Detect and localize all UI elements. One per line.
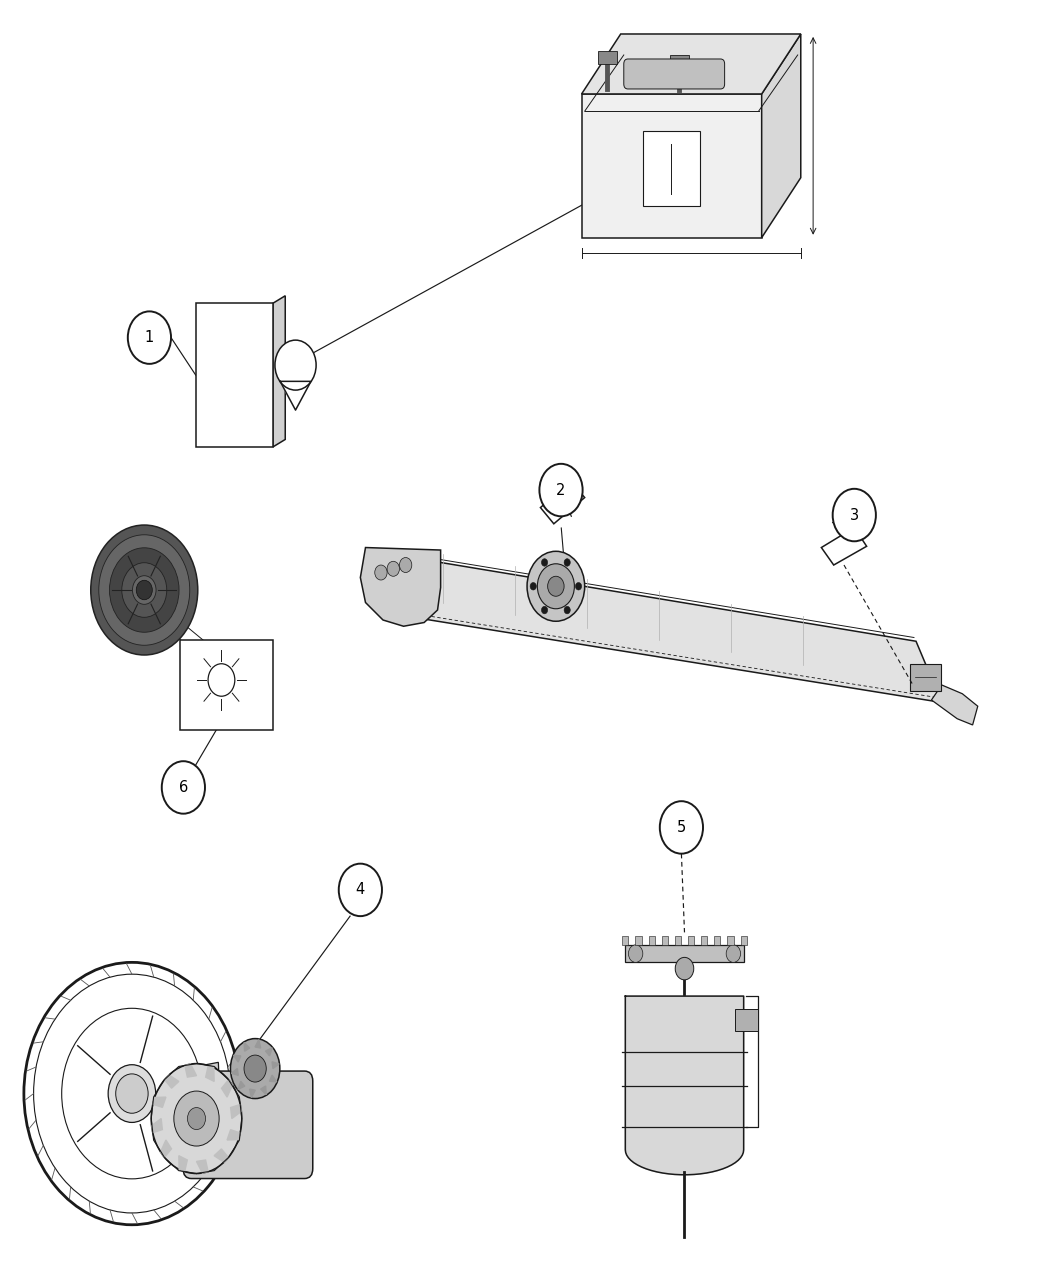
Circle shape	[530, 583, 537, 590]
Polygon shape	[541, 482, 585, 524]
Circle shape	[727, 945, 740, 963]
Polygon shape	[270, 1075, 277, 1082]
Bar	[735, 1009, 758, 1031]
Bar	[598, 51, 616, 64]
Circle shape	[90, 525, 197, 655]
Polygon shape	[238, 1081, 245, 1089]
FancyBboxPatch shape	[624, 59, 724, 89]
Polygon shape	[250, 1089, 255, 1098]
Polygon shape	[227, 1130, 240, 1140]
Bar	[635, 936, 642, 945]
Polygon shape	[151, 1118, 163, 1132]
Circle shape	[628, 945, 643, 963]
Polygon shape	[626, 996, 743, 1174]
Circle shape	[62, 1009, 203, 1179]
Circle shape	[548, 576, 564, 597]
Circle shape	[230, 1039, 280, 1099]
FancyBboxPatch shape	[183, 1071, 313, 1178]
Bar	[670, 55, 689, 68]
Bar	[649, 936, 655, 945]
Circle shape	[538, 564, 574, 608]
Polygon shape	[280, 381, 311, 411]
Circle shape	[527, 551, 585, 621]
Polygon shape	[266, 1048, 272, 1056]
Text: 4: 4	[356, 882, 365, 898]
Circle shape	[174, 1091, 219, 1146]
Circle shape	[132, 576, 156, 604]
Circle shape	[108, 1065, 155, 1122]
Circle shape	[542, 558, 548, 566]
Bar	[701, 936, 708, 945]
Text: 5: 5	[677, 820, 686, 835]
Bar	[626, 945, 743, 963]
Circle shape	[208, 664, 235, 696]
Text: 1: 1	[145, 330, 154, 346]
Text: 2: 2	[556, 482, 566, 497]
Polygon shape	[761, 34, 801, 237]
Circle shape	[339, 863, 382, 917]
Text: 6: 6	[178, 780, 188, 794]
Circle shape	[540, 464, 583, 516]
Polygon shape	[153, 1096, 166, 1108]
Polygon shape	[260, 1086, 267, 1095]
Polygon shape	[821, 528, 866, 565]
Text: 3: 3	[849, 507, 859, 523]
Bar	[662, 936, 668, 945]
Polygon shape	[185, 1065, 196, 1077]
Polygon shape	[206, 1066, 214, 1081]
Bar	[688, 936, 694, 945]
Circle shape	[244, 1056, 267, 1082]
Circle shape	[116, 1074, 148, 1113]
Bar	[623, 936, 628, 945]
Circle shape	[151, 1063, 242, 1173]
Circle shape	[542, 607, 548, 613]
Polygon shape	[244, 1043, 250, 1051]
Polygon shape	[931, 685, 978, 725]
Circle shape	[34, 974, 230, 1213]
Polygon shape	[196, 1160, 208, 1173]
Polygon shape	[255, 1039, 260, 1048]
Circle shape	[109, 548, 180, 632]
Circle shape	[659, 801, 704, 854]
Bar	[644, 131, 700, 207]
Circle shape	[275, 340, 316, 390]
Polygon shape	[231, 1068, 238, 1075]
Polygon shape	[161, 1140, 171, 1158]
Bar	[728, 936, 734, 945]
Bar	[910, 664, 941, 691]
Polygon shape	[222, 1080, 232, 1096]
Circle shape	[675, 958, 694, 980]
Circle shape	[162, 761, 205, 813]
Polygon shape	[233, 1056, 240, 1062]
Polygon shape	[195, 303, 273, 448]
Polygon shape	[231, 1104, 242, 1118]
Circle shape	[128, 311, 171, 363]
Circle shape	[122, 562, 167, 617]
Circle shape	[564, 558, 570, 566]
Bar	[675, 936, 681, 945]
Polygon shape	[272, 1062, 279, 1068]
Polygon shape	[165, 1075, 178, 1088]
Circle shape	[387, 561, 399, 576]
Polygon shape	[214, 1149, 229, 1163]
Bar	[181, 640, 273, 731]
Circle shape	[24, 963, 240, 1225]
Bar	[740, 936, 747, 945]
Circle shape	[564, 607, 570, 613]
Polygon shape	[178, 1155, 187, 1172]
Polygon shape	[582, 34, 801, 94]
Circle shape	[99, 534, 190, 645]
Polygon shape	[184, 1062, 220, 1144]
Circle shape	[375, 565, 387, 580]
Circle shape	[833, 488, 876, 542]
Polygon shape	[360, 547, 441, 626]
Circle shape	[188, 1108, 206, 1130]
Polygon shape	[273, 296, 286, 448]
Circle shape	[399, 557, 412, 572]
Circle shape	[136, 580, 152, 599]
Polygon shape	[582, 94, 761, 237]
Polygon shape	[365, 550, 942, 703]
Bar	[714, 936, 720, 945]
Circle shape	[575, 583, 582, 590]
